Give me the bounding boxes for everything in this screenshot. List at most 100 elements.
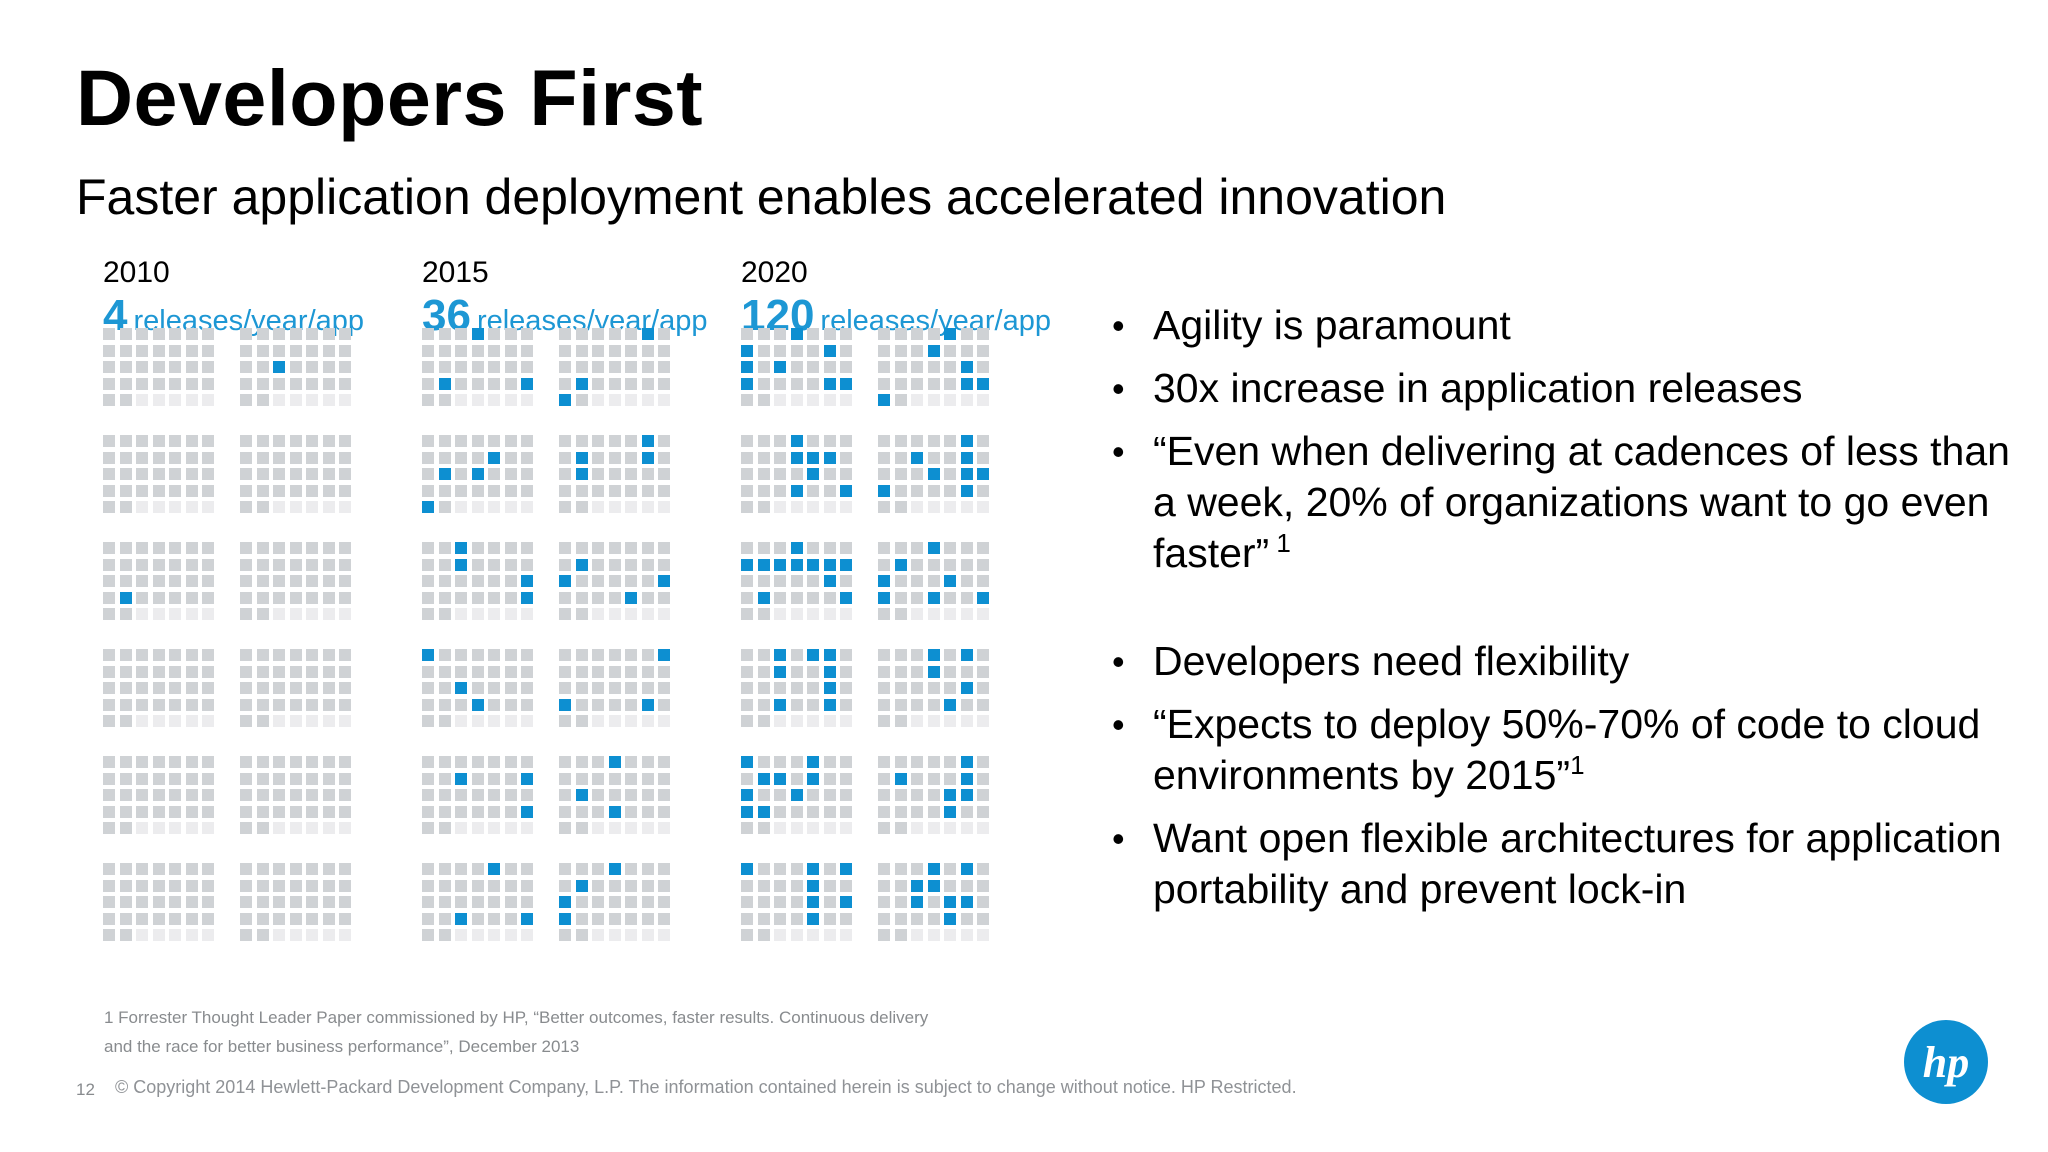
calendar-day <box>608 879 621 892</box>
calendar-day <box>927 879 940 892</box>
calendar-day <box>202 863 214 875</box>
calendar-day <box>422 344 434 357</box>
calendar-month <box>878 649 989 727</box>
calendar-day <box>322 575 335 587</box>
calendar-day <box>927 394 940 406</box>
calendar-day <box>488 608 500 620</box>
calendar-day <box>471 879 484 892</box>
calendar-day <box>119 929 132 941</box>
calendar-day <box>608 361 621 373</box>
calendar-day <box>878 394 890 406</box>
calendar-day <box>103 665 115 678</box>
calendar-day <box>741 591 753 604</box>
calendar-day <box>911 484 923 497</box>
calendar-day <box>641 468 654 480</box>
calendar-day <box>339 649 351 661</box>
calendar-day <box>438 591 451 604</box>
calendar-month <box>240 649 351 727</box>
calendar-day <box>878 772 890 785</box>
calendar-day <box>103 698 115 711</box>
calendar-day <box>757 328 770 340</box>
calendar-day <box>944 698 956 711</box>
calendar-day <box>256 501 269 513</box>
calendar-day <box>339 822 351 834</box>
calendar-day <box>592 361 604 373</box>
calendar-day <box>894 501 907 513</box>
calendar-day <box>306 451 318 464</box>
calendar-day <box>169 608 181 620</box>
calendar-day <box>339 863 351 875</box>
calendar-day <box>488 805 500 818</box>
calendar-day <box>256 558 269 571</box>
calendar-day <box>559 451 571 464</box>
calendar-day <box>438 468 451 480</box>
calendar-day <box>273 805 285 818</box>
calendar-day <box>152 879 165 892</box>
calendar-day <box>840 558 852 571</box>
calendar-day <box>944 912 956 925</box>
calendar-day <box>641 435 654 447</box>
calendar-day <box>944 756 956 768</box>
calendar-day <box>911 361 923 373</box>
calendar-day <box>504 756 517 768</box>
calendar-day <box>438 715 451 727</box>
calendar-day <box>256 929 269 941</box>
calendar-day <box>823 665 836 678</box>
calendar-day <box>977 394 989 406</box>
calendar-day <box>757 361 770 373</box>
calendar-day <box>790 879 803 892</box>
calendar-day <box>273 451 285 464</box>
calendar-day <box>625 896 637 908</box>
calendar-day <box>273 912 285 925</box>
calendar-day <box>641 649 654 661</box>
calendar-day <box>322 715 335 727</box>
calendar-day <box>840 451 852 464</box>
calendar-day <box>608 698 621 711</box>
calendar-day <box>878 591 890 604</box>
calendar-day <box>927 484 940 497</box>
calendar-day <box>790 772 803 785</box>
calendar-day <box>103 929 115 941</box>
calendar-day <box>306 912 318 925</box>
calendar-day <box>790 665 803 678</box>
calendar-day <box>119 484 132 497</box>
calendar-day <box>927 929 940 941</box>
calendar-day <box>256 328 269 340</box>
calendar-day <box>273 822 285 834</box>
calendar-day <box>774 772 786 785</box>
calendar-day <box>944 542 956 554</box>
calendar-day <box>455 344 467 357</box>
calendar-day <box>256 575 269 587</box>
calendar-day <box>256 912 269 925</box>
calendar-day <box>840 484 852 497</box>
calendar-day <box>592 772 604 785</box>
calendar-day <box>823 863 836 875</box>
calendar-day <box>339 451 351 464</box>
calendar-day <box>306 484 318 497</box>
calendar-day <box>894 715 907 727</box>
calendar-day <box>977 608 989 620</box>
calendar-day <box>608 789 621 801</box>
calendar-day <box>774 608 786 620</box>
calendar-day <box>422 929 434 941</box>
calendar-day <box>658 665 670 678</box>
calendar-day <box>339 715 351 727</box>
calendar-day <box>273 665 285 678</box>
calendar-day <box>438 665 451 678</box>
calendar-day <box>306 591 318 604</box>
calendar-day <box>592 451 604 464</box>
calendar-day <box>455 789 467 801</box>
calendar-day <box>488 879 500 892</box>
calendar-day <box>625 501 637 513</box>
calendar-day <box>658 591 670 604</box>
calendar-day <box>521 394 533 406</box>
calendar-day <box>774 879 786 892</box>
calendar-day <box>240 682 252 694</box>
calendar-day <box>894 665 907 678</box>
calendar-day <box>322 542 335 554</box>
calendar-day <box>289 929 302 941</box>
calendar-day <box>488 682 500 694</box>
calendar-day <box>504 896 517 908</box>
calendar-day <box>256 805 269 818</box>
calendar-day <box>521 435 533 447</box>
